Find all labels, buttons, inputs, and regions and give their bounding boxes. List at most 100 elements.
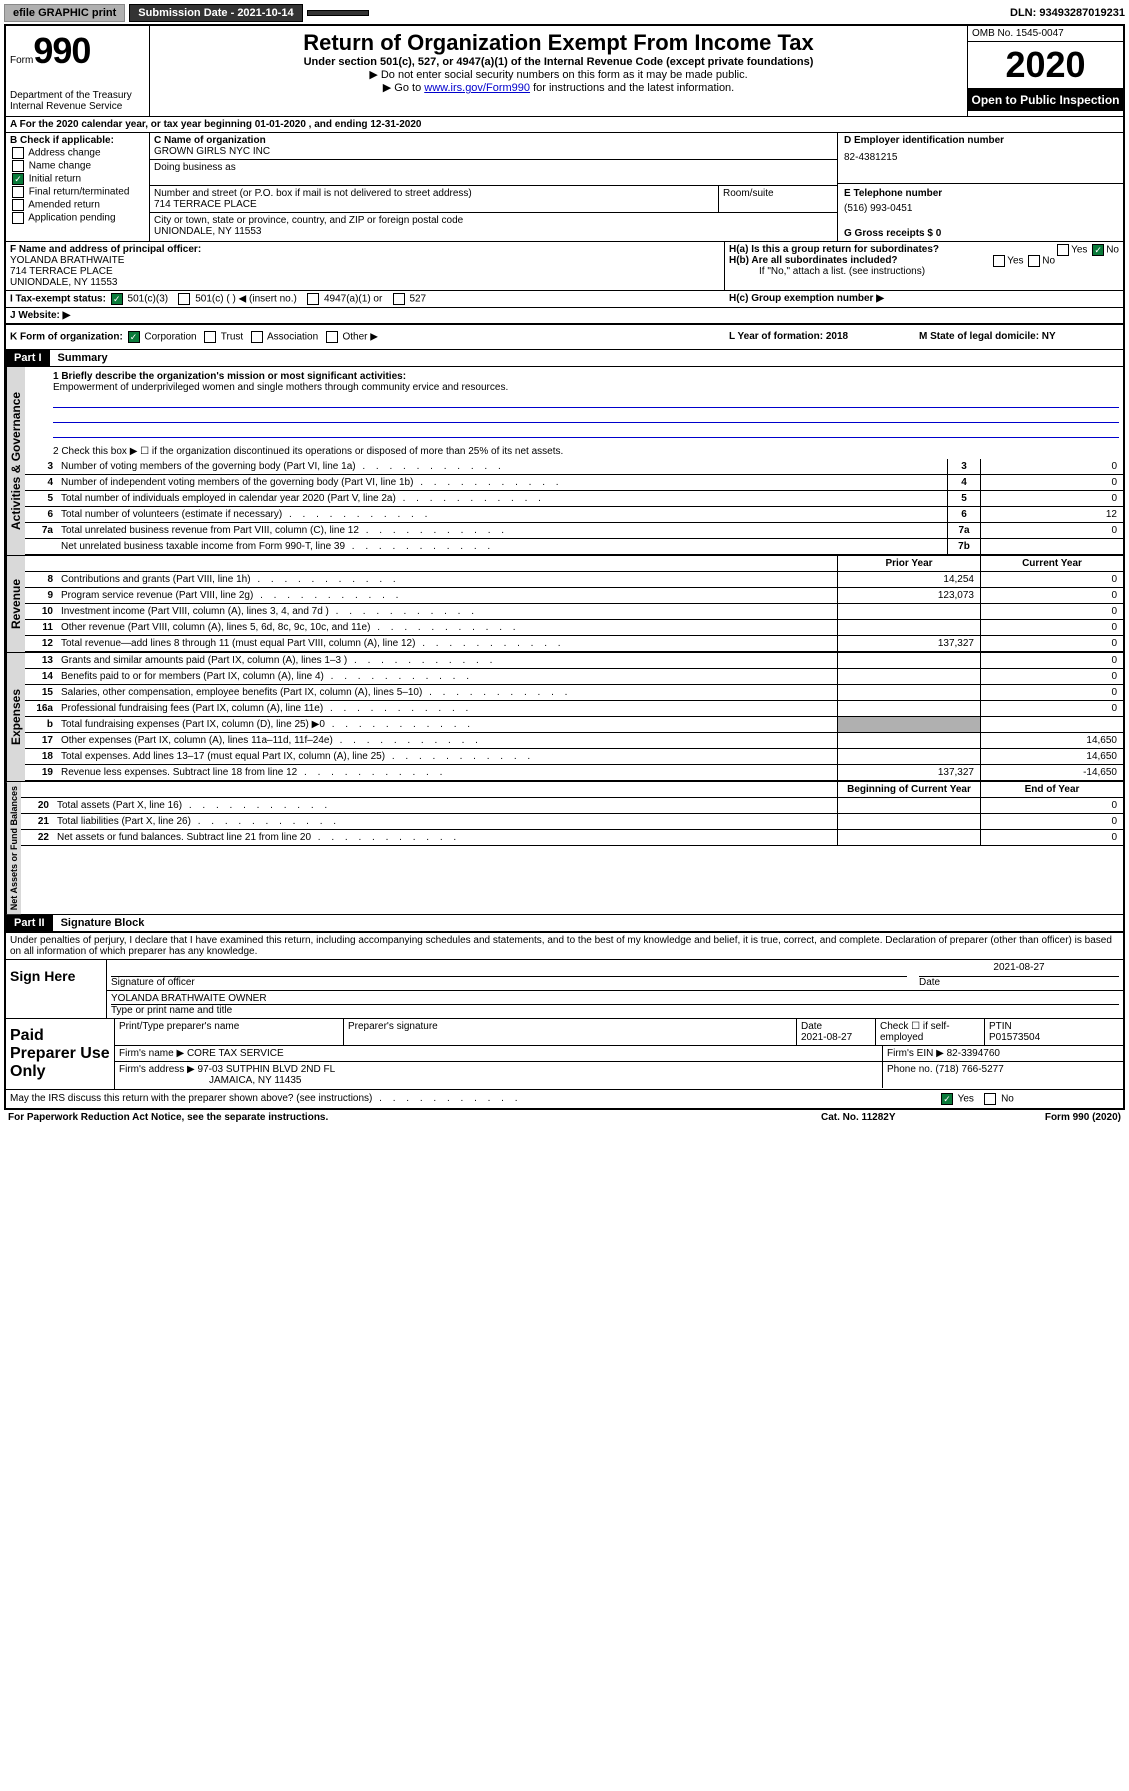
officer-city: UNIONDALE, NY 11553	[10, 277, 117, 288]
e-label: E Telephone number	[844, 188, 1117, 199]
firm-address: 97-03 SUTPHIN BLVD 2ND FL	[198, 1064, 336, 1075]
instruction-2: ▶ Go to www.irs.gov/Form990 for instruct…	[158, 81, 959, 94]
g-label: G Gross receipts $ 0	[844, 228, 941, 239]
sig-officer-label: Signature of officer	[111, 977, 907, 988]
cb-name-change[interactable]: Name change	[10, 160, 145, 172]
irs-link[interactable]: www.irs.gov/Form990	[424, 82, 530, 94]
form-header: Form990 Department of the TreasuryIntern…	[6, 26, 1123, 117]
table-row: 16aProfessional fundraising fees (Part I…	[25, 701, 1123, 717]
part-i-badge: Part I	[6, 350, 50, 366]
d-label: D Employer identification number	[844, 135, 1117, 146]
cb-final-return[interactable]: Final return/terminated	[10, 186, 145, 198]
form-word: Form	[10, 55, 33, 66]
row-fh: F Name and address of principal officer:…	[6, 241, 1123, 291]
table-row: 6Total number of volunteers (estimate if…	[25, 507, 1123, 523]
cb-501c[interactable]	[178, 293, 190, 305]
table-row: Net unrelated business taxable income fr…	[25, 539, 1123, 555]
m-state: M State of legal domicile: NY	[919, 331, 1119, 343]
line-2: 2 Check this box ▶ ☐ if the organization…	[25, 442, 1123, 459]
cb-application-pending[interactable]: Application pending	[10, 212, 145, 224]
revenue-header-row: Prior Year Current Year	[25, 556, 1123, 572]
paid-preparer-section: Paid Preparer Use Only Print/Type prepar…	[6, 1018, 1123, 1089]
submission-date-button[interactable]: Submission Date - 2021-10-14	[129, 4, 302, 22]
firm-ein: 82-3394760	[947, 1048, 1000, 1059]
street-address: 714 TERRACE PLACE	[154, 199, 714, 210]
end-year-header: End of Year	[980, 782, 1123, 797]
begin-year-header: Beginning of Current Year	[837, 782, 980, 797]
officer-addr: 714 TERRACE PLACE	[10, 266, 113, 277]
section-bcd: B Check if applicable: Address change Na…	[6, 133, 1123, 241]
expenses-label: Expenses	[6, 653, 25, 781]
cb-address-change[interactable]: Address change	[10, 147, 145, 159]
table-row: 8Contributions and grants (Part VIII, li…	[25, 572, 1123, 588]
table-row: 13Grants and similar amounts paid (Part …	[25, 653, 1123, 669]
self-employed-check[interactable]: Check ☐ if self-employed	[876, 1019, 985, 1045]
room-label: Room/suite	[719, 186, 837, 212]
preparer-sig-label: Preparer's signature	[344, 1019, 797, 1045]
part-ii-title: Signature Block	[53, 915, 153, 931]
net-header-row: Beginning of Current Year End of Year	[21, 782, 1123, 798]
table-row: 9Program service revenue (Part VIII, lin…	[25, 588, 1123, 604]
c-name-label: C Name of organization	[154, 135, 833, 146]
row-i: I Tax-exempt status: 501(c)(3) 501(c) ( …	[6, 291, 1123, 308]
sign-here-label: Sign Here	[6, 960, 94, 1018]
subtitle: Under section 501(c), 527, or 4947(a)(1)…	[158, 56, 959, 68]
revenue-label: Revenue	[6, 556, 25, 652]
sig-date: 2021-08-27	[919, 962, 1119, 977]
table-row: 5Total number of individuals employed in…	[25, 491, 1123, 507]
discuss-row: May the IRS discuss this return with the…	[6, 1089, 1123, 1108]
cb-501c3[interactable]	[111, 293, 123, 305]
cb-4947[interactable]	[307, 293, 319, 305]
table-row: 4Number of independent voting members of…	[25, 475, 1123, 491]
dept-label: Department of the TreasuryInternal Reven…	[10, 90, 145, 112]
table-row: 22Net assets or fund balances. Subtract …	[21, 830, 1123, 846]
table-row: 19Revenue less expenses. Subtract line 1…	[25, 765, 1123, 781]
cb-association[interactable]	[251, 331, 263, 343]
net-assets-section: Net Assets or Fund Balances Beginning of…	[6, 781, 1123, 914]
dba-label: Doing business as	[154, 162, 833, 173]
f-label: F Name and address of principal officer:	[10, 244, 201, 255]
city-value: UNIONDALE, NY 11553	[154, 226, 833, 237]
efile-button[interactable]: efile GRAPHIC print	[4, 4, 125, 22]
cb-initial-return[interactable]: Initial return	[10, 173, 145, 185]
table-row: 15Salaries, other compensation, employee…	[25, 685, 1123, 701]
city-label: City or town, state or province, country…	[154, 215, 833, 226]
cb-amended-return[interactable]: Amended return	[10, 199, 145, 211]
preparer-name-label: Print/Type preparer's name	[115, 1019, 344, 1045]
hc-label: H(c) Group exemption number ▶	[729, 293, 884, 304]
part-i-title: Summary	[50, 350, 116, 366]
cb-527[interactable]	[393, 293, 405, 305]
paperwork-notice: For Paperwork Reduction Act Notice, see …	[8, 1112, 821, 1123]
part-ii-header: Part II Signature Block	[6, 914, 1123, 932]
l-year-formation: L Year of formation: 2018	[729, 331, 919, 343]
cb-other[interactable]	[326, 331, 338, 343]
row-k: K Form of organization: Corporation Trus…	[6, 325, 1123, 349]
activities-governance-section: Activities & Governance 1 Briefly descri…	[6, 367, 1123, 555]
ein-value: 82-4381215	[844, 152, 1117, 163]
firm-phone: (718) 766-5277	[935, 1064, 1003, 1075]
blank-button[interactable]	[307, 10, 369, 16]
cb-corporation[interactable]	[128, 331, 140, 343]
i-label: I Tax-exempt status:	[10, 294, 106, 305]
signature-block: Under penalties of perjury, I declare th…	[6, 932, 1123, 1018]
expenses-section: Expenses 13Grants and similar amounts pa…	[6, 652, 1123, 781]
form-container: Form990 Department of the TreasuryIntern…	[4, 24, 1125, 1110]
addr-label: Number and street (or P.O. box if mail i…	[154, 188, 714, 199]
tax-year: 2020	[968, 42, 1123, 89]
table-row: 10Investment income (Part VIII, column (…	[25, 604, 1123, 620]
part-i-header: Part I Summary	[6, 349, 1123, 367]
cb-trust[interactable]	[204, 331, 216, 343]
sig-date-label: Date	[919, 977, 1119, 988]
dln-label: DLN: 93493287019231	[1010, 7, 1125, 19]
phone-value: (516) 993-0451	[844, 203, 1117, 214]
discuss-no[interactable]	[984, 1093, 996, 1105]
open-public-badge: Open to Public Inspection	[968, 89, 1123, 111]
ha-label: H(a) Is this a group return for subordin…	[729, 244, 939, 255]
mission-text: Empowerment of underprivileged women and…	[53, 382, 1119, 393]
firm-name: CORE TAX SERVICE	[187, 1048, 284, 1059]
hb-label: H(b) Are all subordinates included?	[729, 255, 898, 266]
officer-printed-name: YOLANDA BRATHWAITE OWNER	[111, 993, 1119, 1005]
discuss-question: May the IRS discuss this return with the…	[10, 1093, 372, 1104]
discuss-yes[interactable]	[941, 1093, 953, 1105]
ptin-value: P01573504	[989, 1032, 1040, 1043]
